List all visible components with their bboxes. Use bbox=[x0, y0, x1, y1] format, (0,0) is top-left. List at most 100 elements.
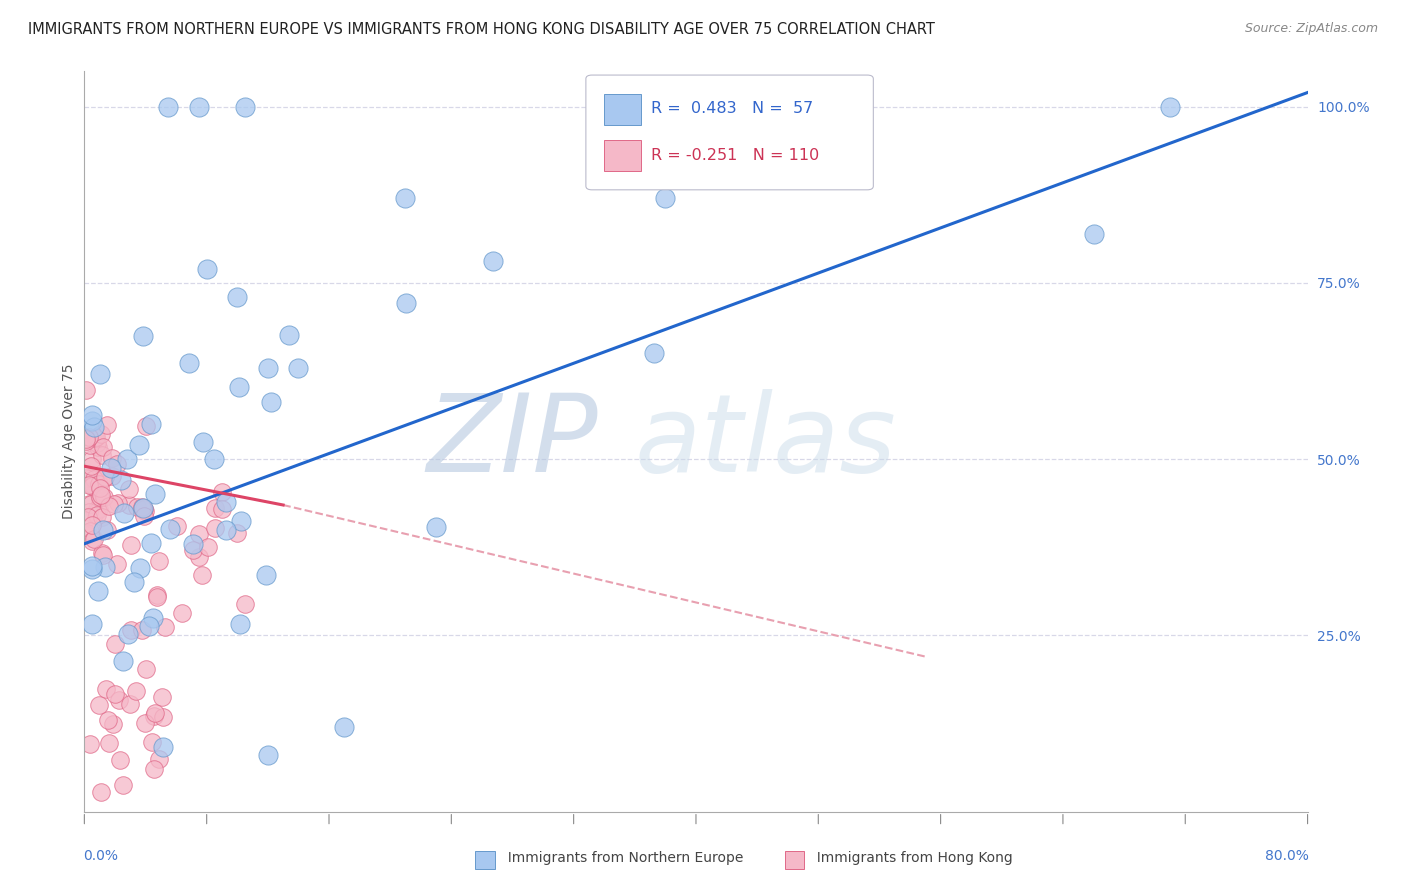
Point bbox=[157, 100, 180, 114]
Point bbox=[148, 554, 170, 568]
Point bbox=[120, 538, 142, 552]
Text: IMMIGRANTS FROM NORTHERN EUROPE VS IMMIGRANTS FROM HONG KONG DISABILITY AGE OVER: IMMIGRANTS FROM NORTHERN EUROPE VS IMMIG… bbox=[28, 22, 935, 37]
Point bbox=[152, 740, 174, 755]
Text: Immigrants from Hong Kong: Immigrants from Hong Kong bbox=[808, 851, 1014, 865]
Point bbox=[105, 557, 128, 571]
Point bbox=[80, 497, 103, 511]
Point bbox=[90, 427, 112, 442]
FancyBboxPatch shape bbox=[605, 94, 641, 125]
Point bbox=[142, 611, 165, 625]
Point bbox=[87, 485, 110, 500]
Point bbox=[75, 434, 97, 449]
Point bbox=[111, 654, 134, 668]
Point bbox=[215, 495, 238, 509]
Point bbox=[134, 504, 156, 518]
Point bbox=[90, 487, 112, 501]
Point bbox=[79, 738, 101, 752]
Point bbox=[79, 438, 101, 452]
Point bbox=[84, 431, 107, 445]
Point bbox=[190, 567, 212, 582]
Point bbox=[94, 681, 117, 696]
Point bbox=[118, 499, 141, 513]
Point bbox=[132, 501, 155, 516]
Text: Immigrants from Northern Europe: Immigrants from Northern Europe bbox=[499, 851, 744, 865]
Point bbox=[287, 360, 309, 375]
Point bbox=[86, 501, 108, 516]
Point bbox=[91, 523, 114, 537]
Point bbox=[131, 500, 153, 515]
Point bbox=[108, 692, 131, 706]
Point bbox=[257, 360, 280, 375]
Point bbox=[257, 748, 280, 763]
Point bbox=[188, 100, 211, 114]
Point bbox=[233, 100, 256, 114]
Point bbox=[125, 684, 148, 698]
Point bbox=[93, 469, 115, 483]
Point bbox=[87, 440, 110, 454]
Point bbox=[112, 506, 135, 520]
Point bbox=[91, 440, 114, 454]
Point bbox=[77, 509, 100, 524]
Point bbox=[77, 478, 100, 492]
Point bbox=[75, 471, 97, 485]
Point bbox=[80, 414, 103, 428]
Point bbox=[211, 502, 233, 516]
Point bbox=[128, 438, 150, 452]
Point bbox=[86, 435, 108, 450]
Point bbox=[110, 473, 132, 487]
Point bbox=[82, 533, 104, 548]
Point bbox=[94, 560, 117, 574]
Point bbox=[188, 550, 211, 565]
Point bbox=[89, 491, 111, 505]
Point bbox=[146, 588, 169, 602]
Point bbox=[93, 490, 115, 504]
Text: atlas: atlas bbox=[636, 389, 897, 494]
Point bbox=[91, 472, 114, 486]
Point bbox=[138, 619, 160, 633]
Point bbox=[75, 433, 97, 447]
Point bbox=[654, 191, 676, 205]
Point bbox=[1083, 227, 1105, 241]
FancyBboxPatch shape bbox=[605, 140, 641, 171]
Point bbox=[84, 430, 107, 444]
Point bbox=[143, 709, 166, 723]
Point bbox=[86, 508, 108, 522]
Point bbox=[82, 477, 104, 491]
Point bbox=[333, 720, 356, 734]
Point bbox=[89, 491, 111, 505]
Point bbox=[86, 584, 108, 599]
Point bbox=[83, 420, 105, 434]
Point bbox=[145, 487, 167, 501]
Text: 80.0%: 80.0% bbox=[1265, 849, 1309, 863]
Point bbox=[103, 497, 125, 511]
Point bbox=[89, 698, 111, 713]
Point bbox=[135, 418, 157, 433]
Point bbox=[214, 523, 236, 537]
Point bbox=[80, 616, 103, 631]
Point bbox=[112, 778, 135, 792]
Point bbox=[131, 623, 153, 637]
Point bbox=[132, 329, 155, 343]
Point bbox=[98, 499, 121, 513]
Point bbox=[254, 567, 277, 582]
Point bbox=[229, 617, 252, 632]
Point bbox=[118, 483, 141, 497]
Point bbox=[83, 532, 105, 546]
Point bbox=[131, 500, 153, 515]
Text: Source: ZipAtlas.com: Source: ZipAtlas.com bbox=[1244, 22, 1378, 36]
Point bbox=[76, 525, 98, 540]
Text: ZIP: ZIP bbox=[426, 389, 598, 494]
Point bbox=[141, 535, 163, 549]
Point bbox=[91, 549, 114, 563]
Point bbox=[89, 502, 111, 516]
Point bbox=[104, 637, 127, 651]
Point bbox=[101, 716, 124, 731]
Point bbox=[141, 735, 163, 749]
Point bbox=[96, 523, 118, 537]
Point bbox=[101, 450, 124, 465]
Point bbox=[195, 261, 218, 276]
Text: R =  0.483   N =  57: R = 0.483 N = 57 bbox=[651, 101, 813, 116]
Point bbox=[129, 561, 152, 575]
Point bbox=[97, 713, 120, 727]
Point bbox=[104, 687, 127, 701]
